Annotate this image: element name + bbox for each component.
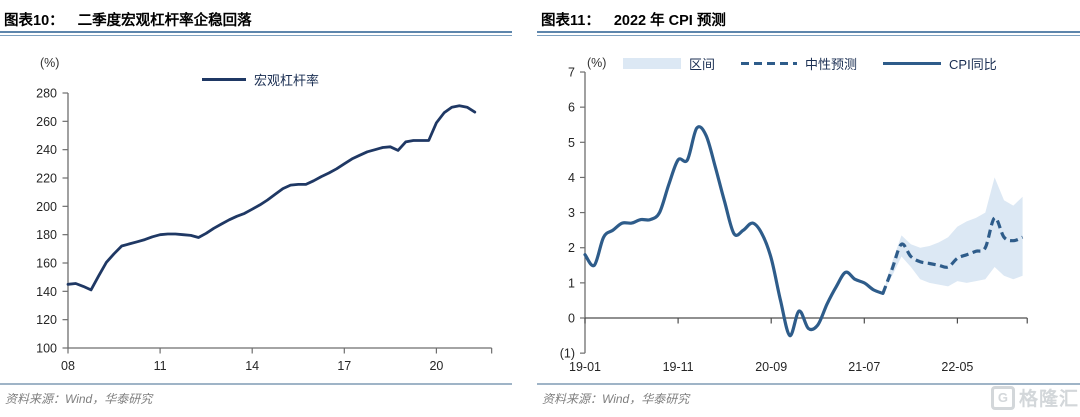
figure-label: 图表11： [541,13,600,29]
svg-text:100: 100 [36,342,57,356]
svg-text:3: 3 [568,206,575,220]
svg-text:21-07: 21-07 [848,360,880,374]
chart-title-left: 图表10： 二季度宏观杠杆率企稳回落 [4,9,252,30]
gelonghui-logo-text: 格隆汇 [1018,389,1079,410]
cpi-chart-panel: 图表11： 2022 年 CPI 预测 (%) 区间 中性预测 CPI同比 7 6 5… [537,0,1080,417]
legend-item-band: 区间 [623,54,715,73]
legend-label-forecast: 中性预测 [805,57,858,72]
source-note-right: 资料来源：Wind，华泰研究 [542,392,690,406]
svg-text:120: 120 [36,313,57,327]
figure-label: 图表10： [4,13,64,29]
svg-text:240: 240 [36,143,57,157]
gelonghui-logo-icon: G [990,385,1015,410]
leverage-line-chart: 280 260 240 220 200 180 160 140 120 100 08 11 14 17 20 [36,87,493,373]
legend-item-forecast: 中性预测 [741,54,857,73]
title-underline [537,31,1080,36]
svg-text:20-09: 20-09 [755,360,787,374]
svg-text:19-11: 19-11 [663,360,694,374]
svg-text:0: 0 [568,312,575,326]
svg-text:(1): (1) [560,347,575,361]
svg-text:7: 7 [568,66,575,80]
band-swatch-icon [623,58,681,69]
legend-right: 区间 中性预测 CPI同比 [623,54,1023,73]
svg-text:22-05: 22-05 [941,360,973,374]
svg-text:260: 260 [36,115,57,129]
footer-divider [537,383,1080,385]
title-underline [0,31,512,36]
legend-label-cpi: CPI同比 [949,57,997,72]
svg-text:5: 5 [568,136,575,150]
solid-line-swatch-icon [883,61,942,66]
legend-label-band: 区间 [689,57,716,72]
svg-text:4: 4 [568,171,575,185]
svg-text:20: 20 [429,359,443,373]
svg-text:180: 180 [36,228,57,242]
svg-text:1: 1 [568,276,575,290]
leverage-chart-panel: 图表10： 二季度宏观杠杆率企稳回落 (%) 宏观杠杆率 280 260 240 220… [0,0,512,417]
svg-text:6: 6 [568,101,575,115]
svg-text:14: 14 [245,359,259,373]
y-axis-unit-label: (%) [587,56,607,70]
svg-text:200: 200 [36,200,57,214]
gelonghui-logo: G 格隆汇 [990,384,1079,411]
svg-text:11: 11 [154,359,167,373]
source-note-left: 资料来源：Wind，华泰研究 [5,392,153,406]
footer-divider [0,383,512,385]
cpi-chart-area: (%) 区间 中性预测 CPI同比 7 6 5 4 3 2 1 0 (1) 19-01 19-11 2… [537,40,1080,375]
svg-text:19-01: 19-01 [569,360,601,374]
chart-title-right: 图表11： 2022 年 CPI 预测 [541,9,726,30]
leverage-chart-area: (%) 宏观杠杆率 280 260 240 220 200 180 160 140 120 100… [0,40,512,375]
svg-text:17: 17 [337,359,351,373]
line-swatch-icon [202,78,246,81]
legend-left: 宏观杠杆率 [202,70,319,89]
svg-text:140: 140 [36,285,57,299]
y-axis-unit-label: (%) [40,56,60,70]
svg-text:280: 280 [36,87,57,101]
cpi-line-chart: 7 6 5 4 3 2 1 0 (1)19-01 19-11 20-09 21-07 22-05 [560,66,1028,374]
legend-label-leverage: 宏观杠杆率 [254,73,320,88]
figure-title-text: 二季度宏观杠杆率企稳回落 [77,13,252,29]
legend-item-cpi: CPI同比 [883,54,997,73]
svg-text:220: 220 [36,172,57,186]
figure-title-text: 2022 年 CPI 预测 [613,13,726,29]
dashed-line-swatch-icon [741,61,798,66]
svg-text:160: 160 [36,257,57,271]
svg-text:08: 08 [61,359,75,373]
svg-text:2: 2 [568,241,575,255]
